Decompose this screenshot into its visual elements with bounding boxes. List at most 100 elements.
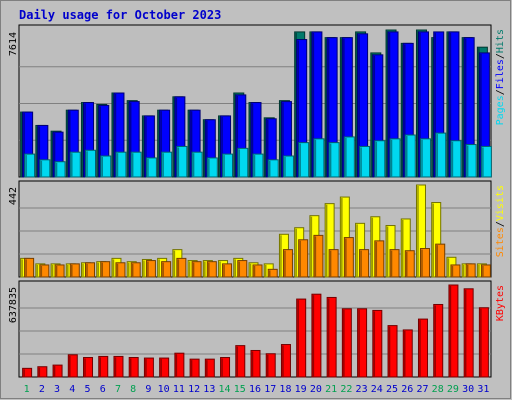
x-tick-label-22: 22: [340, 384, 352, 395]
legend-kbytes: KBytes: [495, 285, 506, 321]
x-tick-label-29: 29: [447, 384, 459, 395]
bar-sites-16: [252, 264, 263, 278]
y-max-label: 637835: [8, 287, 19, 323]
bar-kbytes-6: [98, 355, 109, 378]
bar-sites-12: [191, 261, 202, 278]
bar-sites-26: [404, 250, 415, 278]
chart-title: Daily usage for October 2023: [19, 8, 221, 22]
x-tick-label-14: 14: [219, 384, 231, 395]
x-tick-label-31: 31: [477, 384, 489, 395]
x-tick-label-21: 21: [325, 384, 337, 395]
bar-pages-10: [161, 151, 173, 178]
bar-pages-28: [435, 132, 447, 178]
bar-kbytes-20: [311, 293, 322, 378]
x-tick-label-25: 25: [386, 384, 398, 395]
bar-kbytes-9: [143, 357, 154, 378]
bar-sites-18: [282, 249, 293, 278]
x-tick-label-11: 11: [173, 384, 185, 395]
bar-pages-2: [39, 159, 51, 178]
bar-kbytes-15: [235, 345, 246, 378]
panel-kbytes: 637835 KBytes: [8, 280, 506, 378]
panel-visits-sites: 442 Sites/Visits: [8, 180, 506, 278]
x-tick-label-24: 24: [371, 384, 383, 395]
bar-pages-4: [69, 151, 81, 178]
bar-sites-9: [145, 260, 156, 278]
x-tick-label-19: 19: [295, 384, 307, 395]
bar-kbytes-1: [22, 367, 33, 378]
bar-pages-20: [313, 138, 325, 178]
bar-sites-7: [115, 262, 126, 278]
bar-kbytes-25: [387, 325, 398, 378]
bar-pages-11: [176, 145, 188, 178]
x-tick-label-2: 2: [39, 384, 45, 395]
legend-entry: Sites: [495, 227, 506, 257]
bar-sites-31: [480, 264, 491, 278]
series-sites: [24, 234, 491, 278]
bar-sites-3: [54, 264, 65, 278]
y-max-label: 442: [8, 187, 19, 205]
bar-sites-29: [450, 264, 461, 278]
bar-pages-8: [130, 151, 142, 178]
x-tick-label-23: 23: [356, 384, 368, 395]
bar-sites-13: [206, 261, 217, 278]
legend-visits-sites: Sites/Visits: [495, 185, 506, 257]
legend-entry: Files: [495, 59, 506, 89]
bar-pages-13: [206, 157, 218, 178]
bar-sites-30: [465, 263, 476, 278]
x-tick-label-18: 18: [279, 384, 291, 395]
bar-sites-2: [39, 264, 50, 278]
bar-sites-25: [389, 249, 400, 278]
bar-sites-4: [69, 263, 80, 278]
bar-kbytes-11: [174, 352, 185, 378]
bar-kbytes-23: [357, 308, 368, 378]
bar-pages-26: [404, 134, 416, 178]
bar-kbytes-18: [280, 344, 291, 378]
x-tick-label-1: 1: [24, 384, 30, 395]
bar-sites-28: [435, 243, 446, 278]
bar-kbytes-7: [113, 355, 124, 378]
bar-pages-9: [145, 157, 157, 178]
x-tick-label-13: 13: [203, 384, 215, 395]
bar-kbytes-26: [402, 329, 413, 378]
bar-sites-1: [24, 257, 35, 278]
bar-pages-18: [282, 155, 294, 178]
x-tick-label-8: 8: [130, 384, 136, 395]
bar-sites-22: [343, 237, 354, 278]
bar-kbytes-24: [372, 309, 383, 378]
bar-pages-15: [237, 147, 249, 178]
bar-kbytes-14: [220, 357, 231, 378]
bar-pages-16: [252, 153, 264, 178]
bar-kbytes-30: [463, 288, 474, 378]
bar-kbytes-12: [189, 358, 200, 378]
bar-pages-23: [359, 145, 371, 178]
x-tick-label-10: 10: [158, 384, 170, 395]
bar-sites-5: [85, 262, 96, 278]
bar-kbytes-17: [265, 353, 276, 378]
legend-entry: Visits: [495, 185, 506, 221]
x-tick-label-16: 16: [249, 384, 261, 395]
bar-kbytes-31: [478, 307, 489, 378]
bar-pages-25: [389, 138, 401, 178]
bar-sites-6: [100, 261, 111, 278]
legend-entry: /: [495, 53, 506, 59]
bar-kbytes-10: [159, 357, 170, 378]
bar-kbytes-5: [83, 357, 94, 378]
bar-sites-23: [359, 249, 370, 278]
bar-pages-30: [465, 144, 477, 178]
x-tick-label-28: 28: [432, 384, 444, 395]
bar-sites-8: [130, 262, 141, 278]
bar-pages-19: [298, 142, 310, 178]
series-pages: [24, 132, 492, 178]
bar-pages-1: [24, 153, 36, 178]
x-tick-label-20: 20: [310, 384, 322, 395]
bar-sites-11: [176, 257, 187, 278]
x-tick-label-7: 7: [115, 384, 121, 395]
x-axis-labels: 1 2 3 4 5 6 7 8 9 10 11 12 13 14 15 16 17 18 19 20 21 22 23 24 2…: [24, 384, 490, 395]
legend-hits-files-pages: Pages/Files/Hits: [495, 29, 506, 125]
series-files: [22, 31, 490, 178]
bar-kbytes-4: [67, 354, 78, 378]
panels-layer: 7614Pages/Files/Hits442Sites/Visits63783…: [8, 24, 506, 378]
